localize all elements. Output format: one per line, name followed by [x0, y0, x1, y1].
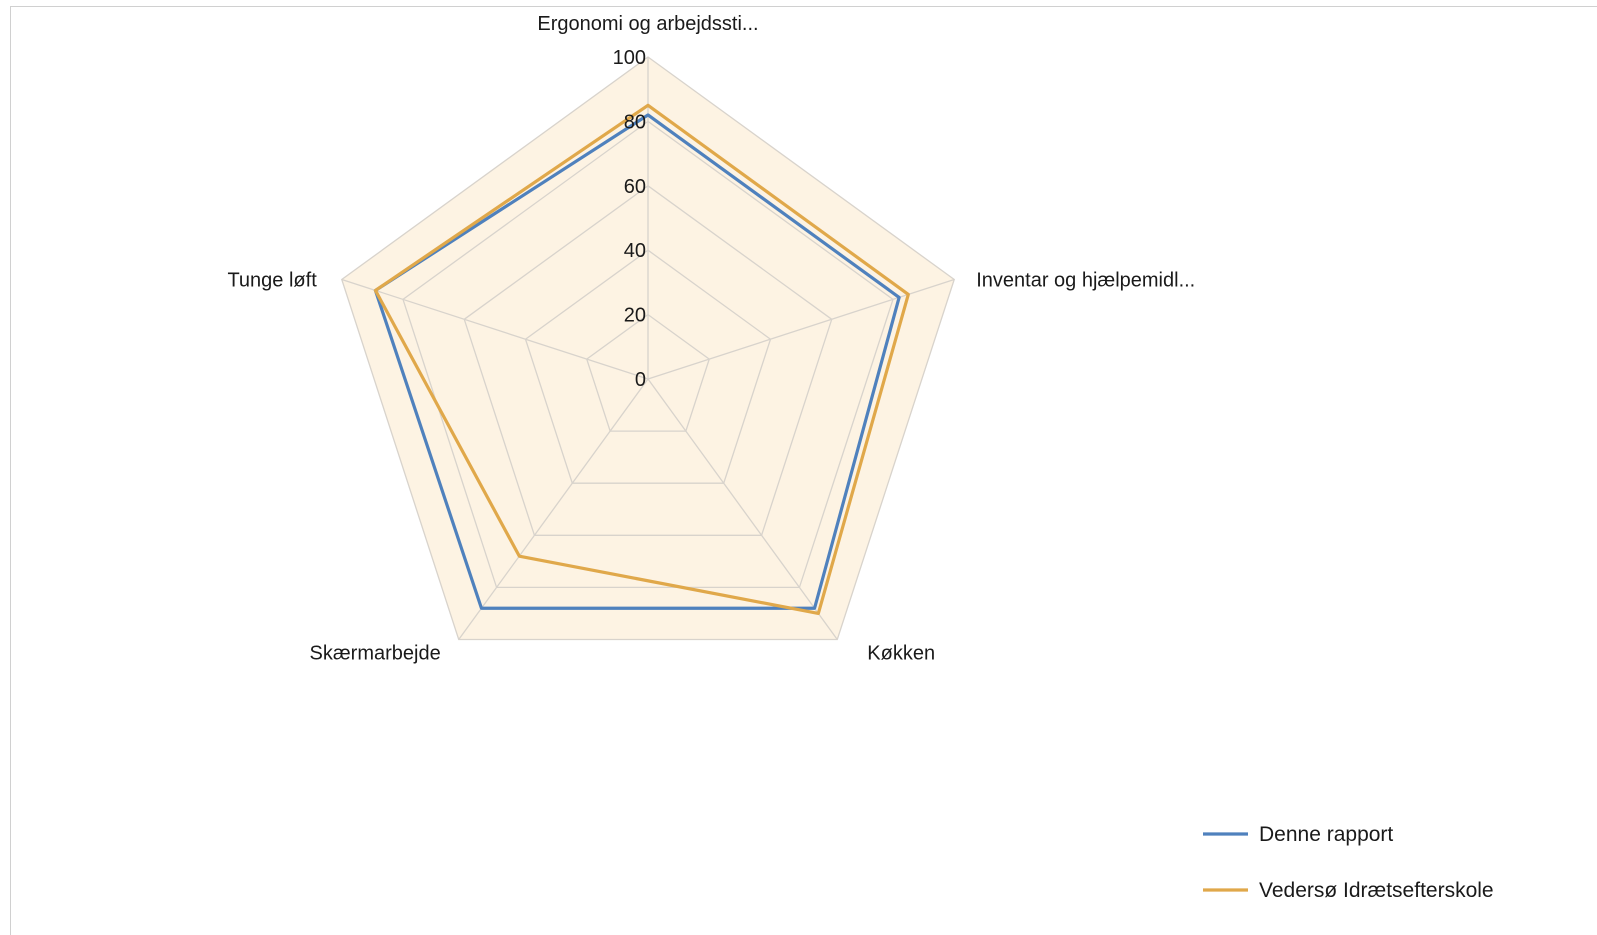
axis-label-5: Tunge løft — [227, 269, 317, 291]
tick-label-0: 0 — [635, 369, 646, 391]
legend-label-1: Denne rapport — [1259, 823, 1393, 846]
grid-ring-20 — [585, 313, 711, 432]
tick-label-100: 100 — [613, 47, 646, 69]
grid-spoke-5 — [341, 278, 649, 380]
tick-label-40: 40 — [624, 240, 646, 262]
series-line-2 — [373, 103, 910, 616]
grid-ring-60 — [463, 184, 833, 536]
axis-label-4: Skærmarbejde — [310, 643, 441, 665]
axis-label-3: Køkken — [867, 643, 935, 665]
grid-spoke-4 — [458, 378, 649, 640]
grid-ring-80 — [402, 120, 894, 589]
grid-spoke-2 — [647, 278, 955, 380]
grid-ring-100 — [340, 56, 956, 641]
grid-spoke-3 — [647, 378, 838, 640]
tick-label-80: 80 — [624, 111, 646, 133]
legend-label-2: Vedersø Idrætsefterskole — [1259, 879, 1494, 902]
chart-frame — [10, 6, 1597, 935]
tick-label-20: 20 — [624, 305, 646, 327]
axis-label-1: Ergonomi og arbejdssti... — [537, 13, 758, 35]
grid-ring-40 — [524, 249, 772, 484]
tick-label-60: 60 — [624, 176, 646, 198]
axis-label-2: Inventar og hjælpemidl... — [976, 269, 1195, 291]
